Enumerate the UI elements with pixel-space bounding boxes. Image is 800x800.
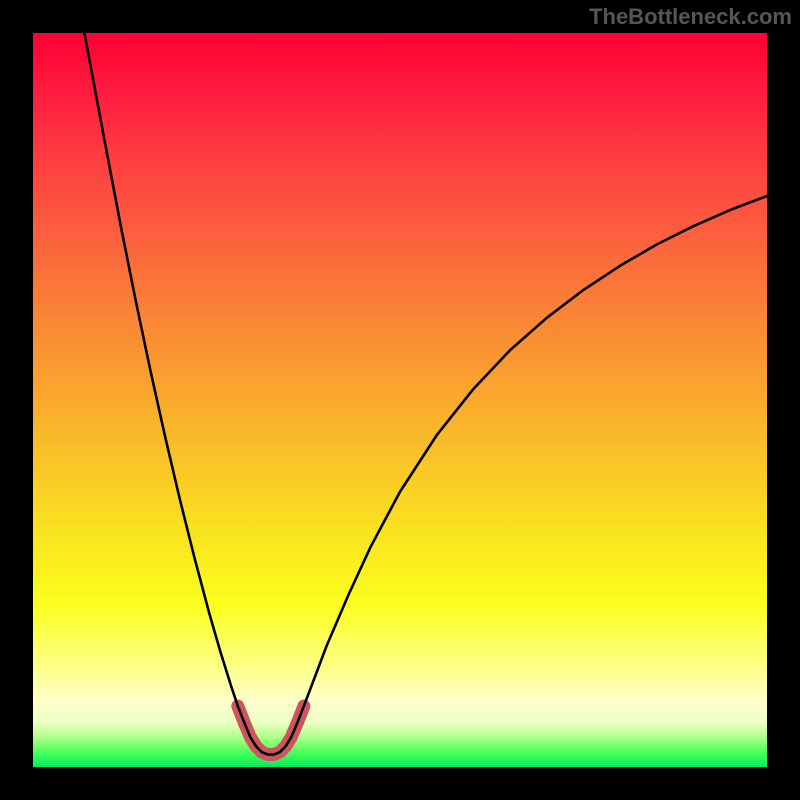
gradient-background (33, 33, 767, 767)
chart-svg (33, 33, 767, 767)
plot-area (33, 33, 767, 767)
watermark-label: TheBottleneck.com (589, 4, 792, 30)
chart-frame: TheBottleneck.com (0, 0, 800, 800)
